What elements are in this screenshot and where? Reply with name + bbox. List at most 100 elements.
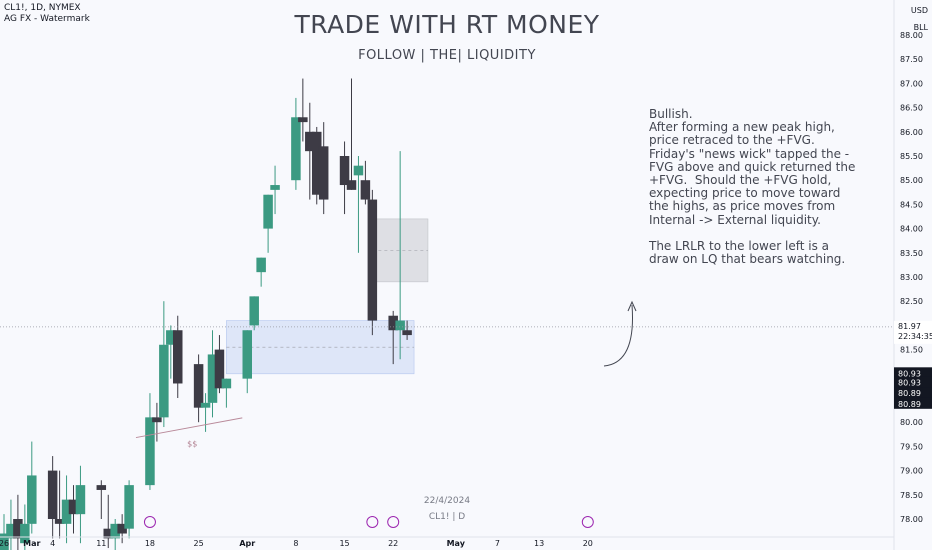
candle-body [291, 117, 301, 181]
price-tick-label: 79.50 [900, 442, 923, 451]
price-tick-label: 84.00 [900, 225, 923, 234]
time-tick-label: 8 [293, 539, 298, 548]
watermark-subtitle: FOLLOW | THE| LIQUIDITY [358, 48, 536, 63]
candle-body [249, 296, 259, 326]
candle-body [270, 185, 280, 190]
candle-body [346, 180, 357, 190]
time-tick-label: Mar [23, 539, 40, 548]
symbol-line: CL1!, 1D, NYMEX [4, 3, 81, 13]
lrlr-trendline [135, 417, 243, 439]
price-tick-label: 87.50 [900, 55, 923, 64]
candle-body [96, 485, 107, 490]
candle-body [367, 199, 378, 321]
price-tick-label: 85.50 [900, 152, 923, 161]
candle-body [263, 194, 273, 229]
candle-body [305, 131, 315, 152]
time-tick-label: 13 [534, 539, 544, 548]
candle-body [68, 499, 79, 515]
price-tick-label: 85.00 [900, 176, 923, 185]
price-tick-label: 87.00 [900, 79, 923, 88]
projection-arrow [603, 304, 634, 367]
candle-body [193, 364, 204, 408]
candle-body [360, 180, 371, 200]
candle-body [61, 499, 72, 524]
candle-body [124, 485, 134, 529]
price-tag-label: 80.89 [898, 400, 921, 409]
price-tick-label: 86.00 [900, 128, 923, 137]
chart-header: CL1!, 1D, NYMEX AG FX - Watermark [4, 3, 90, 25]
price-tick-label: 78.00 [900, 515, 923, 524]
analysis-note: Bullish. After forming a new peak high, … [649, 107, 856, 267]
candle-body [242, 330, 252, 379]
current-price-label: 81.97 [898, 322, 921, 331]
projection-arrow-head [627, 300, 637, 312]
candle-body [75, 485, 86, 515]
price-tag-label: 80.93 [898, 369, 921, 378]
current-price-box [894, 320, 932, 344]
bottom-date-stamp: 22/4/2024 [423, 496, 471, 506]
candle-body [0, 533, 9, 550]
candle-body [20, 523, 30, 544]
time-tick-label: 20 [583, 539, 593, 548]
time-tick-label: 18 [145, 539, 155, 548]
price-tag-box [894, 397, 932, 409]
candle-body [312, 131, 322, 195]
price-tag-label: 80.93 [898, 379, 921, 388]
price-tag-box [894, 387, 932, 399]
countdown-label: 22:34:35 [898, 332, 932, 341]
candle-body [173, 330, 183, 384]
unit-label[interactable]: BLL [913, 23, 928, 32]
trendline-label: $$ [187, 439, 197, 448]
candle-body [298, 117, 308, 123]
event-marker [581, 516, 594, 528]
candles [0, 78, 412, 550]
candle-body [13, 519, 23, 539]
candle-body [214, 349, 225, 389]
candle-body [207, 354, 218, 403]
candle-body [159, 344, 169, 418]
time-tick-label: 7 [495, 539, 500, 548]
event-marker [366, 516, 379, 528]
event-marker [143, 516, 156, 528]
candle-body [353, 165, 364, 176]
price-tick-label: 83.00 [900, 273, 923, 282]
price-tick-label: 83.50 [900, 249, 923, 258]
price-tag-label: 80.89 [898, 389, 921, 398]
candle-body [166, 330, 176, 345]
candle-body [402, 330, 412, 336]
price-tick-label: 86.50 [900, 104, 923, 113]
candle-body [318, 146, 329, 200]
candle-body [6, 523, 16, 539]
candle-body [339, 156, 350, 186]
bottom-symbol-stamp: CL1! | D [428, 512, 466, 522]
annotations: $$ [135, 300, 637, 528]
candle-body [145, 417, 155, 486]
candle-body [200, 402, 211, 408]
price-tick-label: 88.00 [900, 31, 923, 40]
currency-label[interactable]: USD [910, 6, 928, 15]
price-tick-label: 84.50 [900, 200, 923, 209]
price-tick-label: 81.50 [900, 346, 923, 355]
price-tick-label: 80.00 [900, 418, 923, 427]
candle-body [221, 378, 232, 389]
candle-body [152, 417, 162, 423]
candle-body [110, 523, 120, 539]
candle-body [54, 519, 65, 524]
time-tick-label: 15 [339, 539, 349, 548]
candle-body [47, 470, 58, 519]
candle-body [256, 257, 266, 273]
candle-body [388, 315, 398, 331]
indicator-line: AG FX - Watermark [4, 14, 90, 24]
time-tick-label: May [447, 539, 466, 548]
time-tick-label: 22 [388, 539, 398, 548]
price-tick-label: 79.00 [900, 467, 923, 476]
time-tick-label: 4 [50, 539, 55, 548]
price-tag-box [894, 376, 932, 388]
time-tick-label: 25 [194, 539, 204, 548]
candle-body [103, 528, 113, 539]
event-marker [387, 516, 400, 528]
time-tick-label: 26 [0, 539, 9, 548]
candle-body [117, 523, 127, 534]
